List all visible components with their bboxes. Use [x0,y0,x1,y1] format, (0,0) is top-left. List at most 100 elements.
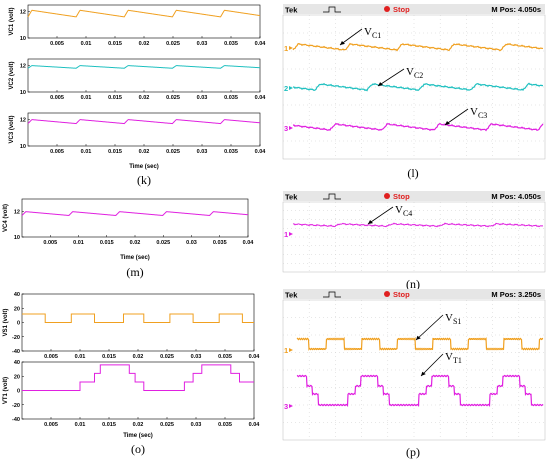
l-trace-vc2-marker-label: 2 [284,84,288,93]
m-x-tick-label: 0.005 [43,240,57,246]
o-sub1-x-tick-label: 0.025 [160,354,174,360]
l-annot-vc2-label: VC2 [406,66,423,80]
o-panel-label: (o) [131,442,145,456]
l-annot-vc2-arrow [377,68,405,87]
o-sub2-y-tick-label: 20 [14,374,20,380]
n-trace-vc4-marker-label: 1 [284,230,288,239]
p-trace-vt1-marker-label: 3 [284,402,288,411]
p-trace-vt1 [296,374,544,408]
k-sub1-x-tick-label: 0.025 [166,41,180,47]
k-series-vc1 [27,9,261,18]
k-sub1-x-tick-label: 0.02 [139,41,150,47]
k-x-axis-label: Time (sec) [129,164,159,170]
n-annot-vc4-arrow [367,206,394,225]
p-trace-vs1-marker-arrow [289,348,293,352]
m-series-vc4 [21,211,249,216]
k-sub1-x-tick-label: 0.015 [108,41,122,47]
o-sub2-x-tick-label: 0.035 [218,422,232,428]
chart-l: Tek Stop M Pos: 4.050s 1 2 3 VC1 VC2 VC3 (l) [282,4,546,180]
chart-o: 0.005 0.01 0.015 0.02 0.025 0.03 0.035 0.04 40 20… [3,292,260,456]
p-stop-icon [384,291,390,297]
chart-k: 0.005 0.01 0.015 0.02 0.025 0.03 0.035 0.04 12 10… [9,4,267,187]
k-sub2-x-tick-label: 0.02 [139,95,150,101]
m-axes-frame [21,198,249,238]
l-brand-logo: Tek [285,6,298,15]
p-trace-vt1-marker-arrow [289,404,293,408]
o-sub1-x-tick-label: 0.03 [191,354,202,360]
m-y-tick-label: 10 [14,235,20,241]
o-sub2-x-tick-label: 0.04 [249,422,261,428]
o-sub1-x-tick-label: 0.015 [102,354,116,360]
k-sub3-x-tick-label: 0.04 [255,149,267,155]
o-sub2-y-axis-label: VT1 (volt) [3,377,9,404]
m-x-tick-label: 0.04 [243,240,255,246]
p-annot-vt1-arrow-head [421,371,426,376]
p-annot-vs1-label: VS1 [445,312,461,326]
k-sub2-x-tick-label: 0.04 [255,95,267,101]
l-annot-vc2-arrow-head [378,82,384,86]
n-panel-label: (n) [406,277,420,291]
k-sub2-x-tick-label: 0.03 [197,95,208,101]
k-sub2-y-tick-label: 12 [20,64,26,70]
n-annot-vc4-arrow-head [368,220,374,224]
o-series-vt1 [22,364,254,391]
chart-p: Tek Stop M Pos: 3.250s 1 3 VS1 VT1 (p) [282,289,546,459]
o-sub1-y-tick-label: -20 [12,335,20,341]
n-trace-vc4-marker-arrow [289,232,293,236]
p-mpos: M Pos: 3.250s [491,290,541,299]
n-stop-icon [384,193,390,199]
o-sub2-y-tick-label: 40 [14,360,20,366]
k-sub2-axes-frame [27,58,261,93]
o-sub1-y-tick-label: 40 [14,292,20,298]
chart-n: Tek Stop M Pos: 4.050s 1 VC4 (n) [282,191,546,291]
k-series-vc3 [27,119,261,125]
m-x-tick-label: 0.02 [130,240,141,246]
k-sub1-y-tick-label: 10 [20,36,26,42]
m-x-tick-label: 0.015 [100,240,114,246]
k-sub2-x-tick-label: 0.035 [224,95,238,101]
l-trigger-icon [323,6,341,13]
p-annot-vt1-arrow [420,353,444,377]
n-top-bar [283,191,545,201]
n-status: Stop [393,192,410,201]
o-sub1-y-axis-label: VS1 (volt) [3,309,9,337]
k-sub1-x-tick-label: 0.03 [197,41,208,47]
o-sub2-y-tick-label: -40 [12,417,20,423]
p-trace-vs1-marker-label: 1 [284,346,288,355]
k-sub2-x-tick-label: 0.025 [166,95,180,101]
k-sub3-y-tick-label: 10 [20,144,26,150]
l-annot-vc1-arrow-head [340,40,345,45]
n-annot-vc4-label: VC4 [395,204,412,218]
m-x-axis-label: Time (sec) [120,255,150,261]
k-sub1-y-axis-label: VC1 (volt) [9,7,15,35]
k-sub3-y-axis-label: VC3 (volt) [9,115,15,143]
l-annot-vc3-arrow-head [445,121,451,125]
o-sub1-x-tick-label: 0.035 [218,354,232,360]
p-trace-vs1 [296,336,544,351]
o-sub2-x-tick-label: 0.01 [75,422,86,428]
k-sub3-x-tick-label: 0.02 [139,149,150,155]
k-sub3-x-tick-label: 0.03 [197,149,208,155]
k-sub1-x-tick-label: 0.01 [81,41,92,47]
k-sub3-x-tick-label: 0.005 [50,149,64,155]
k-sub3-x-tick-label: 0.01 [81,149,92,155]
chart-m: 0.005 0.01 0.015 0.02 0.025 0.03 0.035 0.04 12 10… [3,198,255,279]
o-sub2-x-tick-label: 0.02 [133,422,144,428]
p-trigger-icon [323,291,341,298]
k-sub2-y-axis-label: VC2 (volt) [9,61,15,89]
l-trace-vc2 [292,82,544,92]
k-sub2-y-tick-label: 10 [20,90,26,96]
m-x-tick-label: 0.03 [186,240,197,246]
l-trace-vc3-marker-label: 3 [284,124,288,133]
k-panel-label: (k) [137,173,151,187]
k-sub2-x-tick-label: 0.01 [81,95,92,101]
l-panel-label: (l) [407,166,418,180]
o-sub2-y-tick-label: -20 [12,403,20,409]
l-stop-icon [384,6,390,12]
k-sub3-y-tick-label: 12 [20,118,26,124]
p-annot-vs1-arrow [415,314,444,341]
k-sub1-x-tick-label: 0.04 [255,41,267,47]
k-sub3-x-tick-label: 0.035 [224,149,238,155]
p-top-bar [283,289,545,299]
n-brand-logo: Tek [285,193,298,202]
